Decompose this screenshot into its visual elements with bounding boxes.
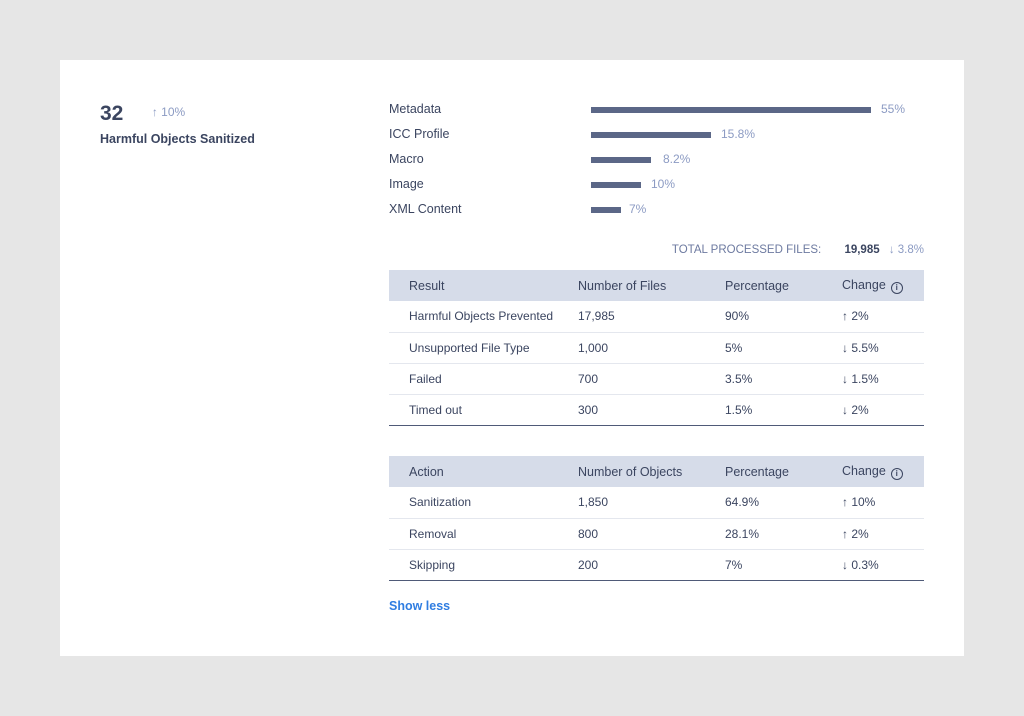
- table-cell: Skipping: [389, 549, 578, 581]
- table-cell: 7%: [725, 549, 842, 581]
- table-cell: 90%: [725, 301, 842, 333]
- table-row: Unsupported File Type 1,000 5% ↓ 5.5%: [389, 332, 924, 364]
- total-processed: TOTAL PROCESSED FILES: 19,985 ↓ 3.8%: [672, 244, 924, 256]
- column-header: Percentage: [725, 270, 842, 301]
- kpi-summary: 32 ↑ 10% Harmful Objects Sanitized: [100, 102, 255, 146]
- stats-card: 32 ↑ 10% Harmful Objects Sanitized Metad…: [60, 60, 964, 656]
- table-cell: 1,850: [578, 487, 725, 519]
- table-cell: Timed out: [389, 394, 578, 426]
- table-cell: ↑ 2%: [842, 301, 924, 333]
- column-header-label: Number of Objects: [578, 464, 683, 479]
- bar-row: Metadata 55%: [389, 102, 929, 127]
- bar-value: 15.8%: [721, 127, 756, 141]
- bar-value: 8.2%: [663, 152, 691, 166]
- table-cell: Sanitization: [389, 487, 578, 519]
- column-header-label: Change: [842, 277, 886, 292]
- table-row: Failed 700 3.5% ↓ 1.5%: [389, 363, 924, 395]
- table-cell: 17,985: [578, 301, 725, 333]
- table-cell: Failed: [389, 363, 578, 395]
- table-cell: 28.1%: [725, 518, 842, 550]
- kpi-label: Harmful Objects Sanitized: [100, 132, 255, 146]
- info-icon[interactable]: i: [890, 281, 903, 294]
- bar: [591, 207, 621, 213]
- kpi-value: 32: [100, 102, 124, 125]
- bar-label: Image: [389, 177, 424, 191]
- table-cell: ↑ 10%: [842, 487, 924, 519]
- table-row: Skipping 200 7% ↓ 0.3%: [389, 549, 924, 581]
- bar-value: 10%: [651, 177, 676, 191]
- column-header-label: Action: [409, 464, 444, 479]
- table-cell: ↓ 2%: [842, 394, 924, 426]
- table-cell: 1.5%: [725, 394, 842, 426]
- table-cell: ↑ 2%: [842, 518, 924, 550]
- table-row: Removal 800 28.1% ↑ 2%: [389, 518, 924, 550]
- show-less-link[interactable]: Show less: [389, 599, 451, 613]
- column-header: Percentage: [725, 456, 842, 487]
- table-cell: 3.5%: [725, 363, 842, 395]
- column-header: Number of Objects: [578, 456, 725, 487]
- bar-row: Image 10%: [389, 177, 929, 202]
- bar-value: 55%: [881, 102, 906, 116]
- column-header: Number of Files: [578, 270, 725, 301]
- table-row: Timed out 300 1.5% ↓ 2%: [389, 394, 924, 426]
- table-cell: 300: [578, 394, 725, 426]
- bar-label: Metadata: [389, 102, 442, 116]
- actions-table: Action Number of Objects Percentage Change i…: [389, 456, 924, 581]
- table-row: Sanitization 1,850 64.9% ↑ 10%: [389, 487, 924, 519]
- column-header: Change i: [842, 270, 924, 301]
- table-cell: 1,000: [578, 332, 725, 364]
- column-header: Change i: [842, 456, 924, 487]
- table-cell: Unsupported File Type: [389, 332, 578, 364]
- table-cell: Removal: [389, 518, 578, 550]
- bar-row: ICC Profile 15.8%: [389, 127, 929, 152]
- table-cell: 700: [578, 363, 725, 395]
- bar-row: Macro 8.2%: [389, 152, 929, 177]
- info-icon[interactable]: i: [890, 467, 903, 480]
- breakdown-bar-chart: Metadata 55% ICC Profile 15.8% Macro 8.2…: [389, 102, 929, 227]
- table-header-row: Result Number of Files Percentage Change i: [389, 270, 924, 301]
- column-header: Result: [389, 270, 578, 301]
- table-cell: 800: [578, 518, 725, 550]
- table-cell: 5%: [725, 332, 842, 364]
- column-header: Action: [389, 456, 578, 487]
- results-table: Result Number of Files Percentage Change i Ha…: [389, 270, 924, 426]
- table-cell: ↓ 1.5%: [842, 363, 924, 395]
- column-header-label: Percentage: [725, 278, 789, 293]
- column-header-label: Change: [842, 463, 886, 478]
- bar-label: Macro: [389, 152, 424, 166]
- table-cell: ↓ 0.3%: [842, 549, 924, 581]
- kpi-change: ↑ 10%: [151, 105, 186, 119]
- total-label: TOTAL PROCESSED FILES:: [671, 244, 822, 256]
- table-cell: 64.9%: [725, 487, 842, 519]
- bar: [591, 132, 711, 138]
- bar: [591, 157, 651, 163]
- bar-row: XML Content 7%: [389, 202, 929, 227]
- bar: [591, 107, 871, 113]
- column-header-label: Result: [409, 278, 445, 293]
- table-header-row: Action Number of Objects Percentage Change i: [389, 456, 924, 487]
- table-cell: ↓ 5.5%: [842, 332, 924, 364]
- table-cell: 200: [578, 549, 725, 581]
- table-cell: Harmful Objects Prevented: [389, 301, 578, 333]
- column-header-label: Number of Files: [578, 278, 667, 293]
- table-row: Harmful Objects Prevented 17,985 90% ↑ 2%: [389, 301, 924, 333]
- bar-value: 7%: [629, 202, 647, 216]
- bar: [591, 182, 641, 188]
- total-change: ↓ 3.8%: [888, 244, 924, 256]
- total-value: 19,985: [844, 244, 880, 256]
- bar-label: ICC Profile: [389, 127, 450, 141]
- bar-label: XML Content: [389, 202, 462, 216]
- column-header-label: Percentage: [725, 464, 789, 479]
